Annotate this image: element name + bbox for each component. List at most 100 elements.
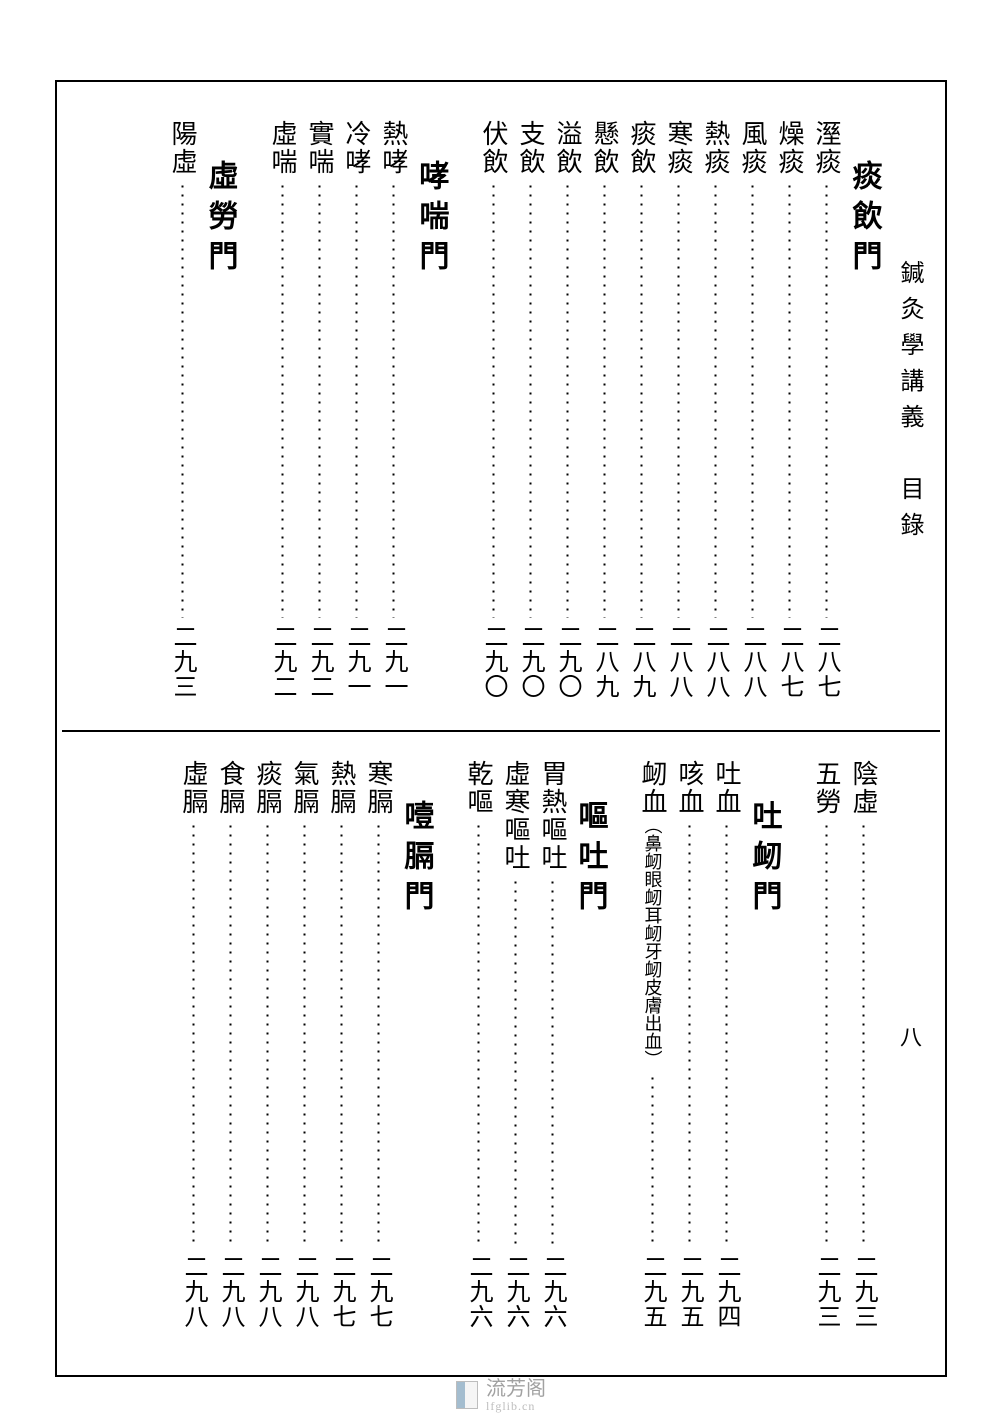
watermark-url: lfglib.cn xyxy=(486,1400,546,1413)
toc-entry: 熱哮二九一 xyxy=(375,120,412,705)
toc-entry-page: 二九六 xyxy=(461,1254,496,1335)
watermark: 流芳阁 lfglib.cn xyxy=(456,1378,546,1413)
toc-entry: 懸飲二八九 xyxy=(586,120,623,705)
toc-entry-label: 燥痰 xyxy=(771,120,808,176)
toc-entry-label: 熱哮 xyxy=(375,120,412,176)
section-header: 嘔吐門 xyxy=(571,760,608,1335)
toc-entry: 支飲二九〇 xyxy=(512,120,549,705)
toc-entry-page: 二九五 xyxy=(635,1254,670,1335)
toc-entry: 熱痰二八八 xyxy=(697,120,734,705)
toc-entry-page: 二八八 xyxy=(698,624,733,705)
toc-entry: 熱膈二九七 xyxy=(323,760,360,1335)
toc-entry-page: 二九三 xyxy=(165,624,200,705)
dot-leader xyxy=(825,182,828,618)
toc-entry-page: 二八八 xyxy=(735,624,770,705)
toc-entry-page: 二八七 xyxy=(772,624,807,705)
book-icon xyxy=(456,1381,478,1409)
toc-entry-sublabel: （鼻衂眼衂耳衂牙衂皮膚出血） xyxy=(640,816,666,1068)
toc-entry-label: 風痰 xyxy=(734,120,771,176)
section-header-label: 嘔吐門 xyxy=(568,760,612,920)
toc-entry: 食膈二九八 xyxy=(212,760,249,1335)
toc-entry-page: 二九四 xyxy=(709,1254,744,1335)
toc-entry: 虛膈二九八 xyxy=(175,760,212,1335)
toc-entry-label: 吐血 xyxy=(708,760,745,816)
toc-entry-label: 實喘 xyxy=(301,120,338,176)
dot-leader xyxy=(377,822,380,1248)
watermark-cn: 流芳阁 xyxy=(486,1378,546,1400)
toc-entry-page: 二八七 xyxy=(809,624,844,705)
toc-entry: 冷哮二九一 xyxy=(338,120,375,705)
toc-entry-label: 衂血 xyxy=(634,760,671,816)
dot-leader xyxy=(281,182,284,618)
toc-entry-page: 二九八 xyxy=(287,1254,322,1335)
dot-leader xyxy=(725,822,728,1248)
toc-entry: 風痰二八八 xyxy=(734,120,771,705)
toc-entry-label: 溢飲 xyxy=(549,120,586,176)
toc-entry: 痰飲二八九 xyxy=(623,120,660,705)
toc-entry: 寒痰二八八 xyxy=(660,120,697,705)
toc-entry-label: 寒痰 xyxy=(660,120,697,176)
toc-entry-label: 痰膈 xyxy=(249,760,286,816)
toc-entry: 實喘二九二 xyxy=(301,120,338,705)
toc-entry: 乾嘔二九六 xyxy=(460,760,497,1335)
toc-entry: 痰膈二九八 xyxy=(249,760,286,1335)
section-header: 噎膈門 xyxy=(397,760,434,1335)
section-header-label: 哮喘門 xyxy=(409,120,453,280)
dot-leader xyxy=(229,822,232,1248)
toc-entry-page: 二九〇 xyxy=(476,624,511,705)
toc-entry: 寒膈二九七 xyxy=(360,760,397,1335)
toc-entry: 燥痰二八七 xyxy=(771,120,808,705)
toc-entry-label: 食膈 xyxy=(212,760,249,816)
toc-entry-label: 寒膈 xyxy=(360,760,397,816)
section-header-label: 吐衂門 xyxy=(742,760,786,920)
toc-entry-label: 虛寒嘔吐 xyxy=(497,760,534,872)
toc-entry: 溢飲二九〇 xyxy=(549,120,586,705)
toc-entry-label: 冷哮 xyxy=(338,120,375,176)
toc-entry: 衂血（鼻衂眼衂耳衂牙衂皮膚出血） 二九五 xyxy=(634,760,671,1335)
toc-entry: 咳血二九五 xyxy=(671,760,708,1335)
toc-entry-page: 二九三 xyxy=(846,1254,881,1335)
toc-entry-label: 乾嘔 xyxy=(460,760,497,816)
toc-entry-page: 二八九 xyxy=(624,624,659,705)
toc-upper-block: 痰飲門溼痰二八七燥痰二八七風痰二八八熱痰二八八寒痰二八八痰飲二八九懸飲二八九溢飲… xyxy=(80,120,882,705)
spacer-column xyxy=(449,120,475,705)
toc-entry-label: 支飲 xyxy=(512,120,549,176)
spacer-column xyxy=(782,760,808,1335)
dot-leader xyxy=(477,822,480,1248)
toc-entry-page: 二九六 xyxy=(498,1254,533,1335)
toc-entry-page: 二九一 xyxy=(339,624,374,705)
dot-leader xyxy=(355,182,358,618)
toc-entry: 胃熱嘔吐二九六 xyxy=(534,760,571,1335)
toc-entry-page: 二九六 xyxy=(535,1254,570,1335)
toc-entry-page: 二九八 xyxy=(250,1254,285,1335)
toc-entry-label: 懸飲 xyxy=(586,120,623,176)
dot-leader xyxy=(788,182,791,618)
dot-leader xyxy=(751,182,754,618)
dot-leader xyxy=(651,1074,654,1248)
section-header-label: 虛勞門 xyxy=(198,120,242,280)
toc-entry-page: 二八九 xyxy=(587,624,622,705)
toc-entry-page: 二九五 xyxy=(672,1254,707,1335)
dot-leader xyxy=(640,182,643,618)
section-divider xyxy=(62,730,940,732)
toc-entry-label: 陽虛 xyxy=(164,120,201,176)
toc-entry-page: 二九七 xyxy=(324,1254,359,1335)
toc-entry: 虛寒嘔吐二九六 xyxy=(497,760,534,1335)
dot-leader xyxy=(551,878,554,1248)
toc-entry-label: 咳血 xyxy=(671,760,708,816)
toc-entry-page: 二九三 xyxy=(809,1254,844,1335)
toc-entry-page: 二九二 xyxy=(302,624,337,705)
toc-entry-page: 二九七 xyxy=(361,1254,396,1335)
dot-leader xyxy=(714,182,717,618)
toc-entry-label: 溼痰 xyxy=(808,120,845,176)
toc-entry: 伏飲二九〇 xyxy=(475,120,512,705)
toc-entry-label: 熱膈 xyxy=(323,760,360,816)
toc-entry-page: 二九二 xyxy=(265,624,300,705)
section-header-label: 噎膈門 xyxy=(394,760,438,920)
dot-leader xyxy=(392,182,395,618)
toc-entry-page: 二九一 xyxy=(376,624,411,705)
toc-entry-label: 伏飲 xyxy=(475,120,512,176)
toc-entry-label: 胃熱嘔吐 xyxy=(534,760,571,872)
spacer-column xyxy=(434,760,460,1335)
toc-lower-block: 陰虛二九三五勞二九三吐衂門吐血二九四咳血二九五衂血（鼻衂眼衂耳衂牙衂皮膚出血）二… xyxy=(80,760,882,1335)
